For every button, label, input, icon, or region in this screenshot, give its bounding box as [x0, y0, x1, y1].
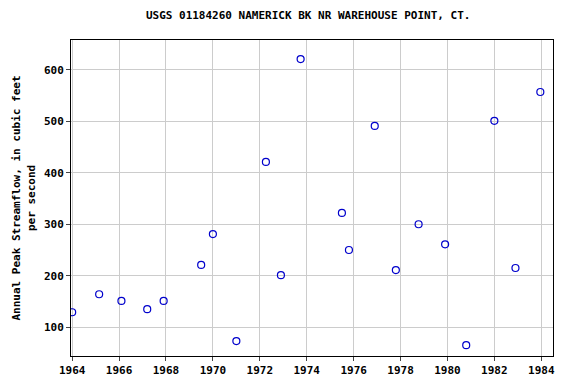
svg-text:100: 100 [44, 321, 64, 334]
svg-text:1970: 1970 [200, 364, 227, 377]
svg-text:1964: 1964 [59, 364, 86, 377]
svg-text:USGS 01184260 NAMERICK BK NR W: USGS 01184260 NAMERICK BK NR WAREHOUSE P… [146, 9, 471, 22]
svg-text:Annual Peak Streamflow, in cub: Annual Peak Streamflow, in cubic feetper… [10, 75, 37, 320]
svg-text:1982: 1982 [481, 364, 508, 377]
svg-text:600: 600 [44, 64, 64, 77]
svg-text:1976: 1976 [340, 364, 367, 377]
svg-text:1984: 1984 [528, 364, 555, 377]
svg-text:1972: 1972 [247, 364, 274, 377]
svg-text:500: 500 [44, 115, 64, 128]
svg-text:1968: 1968 [153, 364, 180, 377]
svg-text:1980: 1980 [434, 364, 461, 377]
svg-text:400: 400 [44, 167, 64, 180]
svg-text:1978: 1978 [387, 364, 414, 377]
svg-text:1974: 1974 [293, 364, 320, 377]
svg-text:300: 300 [44, 218, 64, 231]
svg-text:1966: 1966 [106, 364, 133, 377]
svg-text:200: 200 [44, 270, 64, 283]
